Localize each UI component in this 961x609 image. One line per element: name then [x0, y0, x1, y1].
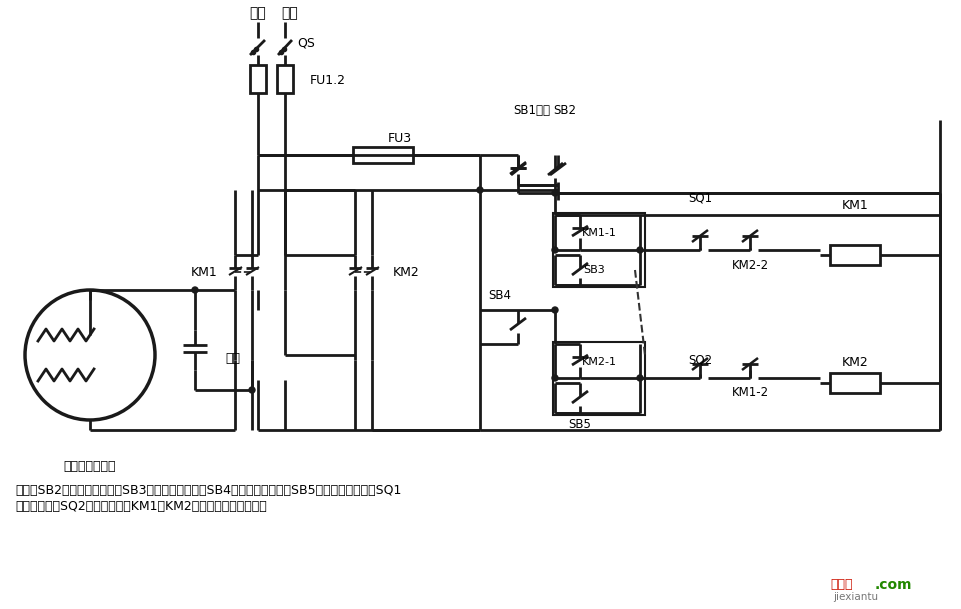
Text: KM2: KM2 — [841, 356, 868, 368]
Text: SB1停止: SB1停止 — [512, 104, 550, 116]
Text: KM2-1: KM2-1 — [581, 357, 616, 367]
Circle shape — [636, 247, 642, 253]
Circle shape — [552, 247, 557, 253]
Bar — [250, 65, 266, 93]
Circle shape — [636, 375, 642, 381]
Text: QS: QS — [297, 37, 314, 49]
Circle shape — [552, 307, 557, 313]
Text: FU3: FU3 — [387, 132, 411, 144]
Bar — [277, 65, 293, 93]
Text: jiexiantu: jiexiantu — [832, 592, 877, 602]
Bar — [553, 342, 644, 415]
Text: 火线: 火线 — [249, 6, 266, 20]
Text: 零线: 零线 — [282, 6, 298, 20]
Circle shape — [249, 387, 255, 393]
Text: KM2: KM2 — [393, 266, 419, 278]
Bar — [553, 213, 644, 287]
Text: KM1-1: KM1-1 — [581, 228, 616, 238]
Bar — [829, 373, 879, 393]
Text: 说明：SB2为上升启动按鈕，SB3为上升点动按鈕，SB4为下降启动按鈕，SB5为下降点动按鈕；SQ1: 说明：SB2为上升启动按鈕，SB3为上升点动按鈕，SB4为下降启动按鈕，SB5为… — [15, 484, 401, 496]
Text: KM2-2: KM2-2 — [730, 258, 768, 272]
Text: 为最高限位，SQ2为最低限位。KM1、KM2可用中间继电器代替。: 为最高限位，SQ2为最低限位。KM1、KM2可用中间继电器代替。 — [15, 501, 266, 513]
Text: KM1-2: KM1-2 — [730, 387, 768, 400]
Text: 接线图: 接线图 — [829, 579, 851, 591]
Circle shape — [25, 290, 155, 420]
Bar — [829, 245, 879, 265]
Text: SB2: SB2 — [553, 104, 576, 116]
Text: FU1.2: FU1.2 — [309, 74, 346, 86]
Circle shape — [192, 287, 198, 293]
Text: KM1: KM1 — [191, 266, 218, 278]
Text: SQ1: SQ1 — [687, 191, 711, 205]
Text: SQ2: SQ2 — [687, 353, 711, 367]
Text: 电容: 电容 — [225, 351, 239, 365]
Text: SB5: SB5 — [568, 418, 591, 432]
Text: KM1: KM1 — [841, 199, 868, 211]
Circle shape — [477, 187, 482, 193]
Text: 单相电容电动机: 单相电容电动机 — [63, 460, 116, 474]
Circle shape — [552, 375, 557, 381]
Bar — [353, 147, 412, 163]
Text: .com: .com — [875, 578, 912, 592]
Text: SB3: SB3 — [582, 265, 604, 275]
Text: SB4: SB4 — [487, 289, 510, 301]
Circle shape — [552, 190, 557, 196]
